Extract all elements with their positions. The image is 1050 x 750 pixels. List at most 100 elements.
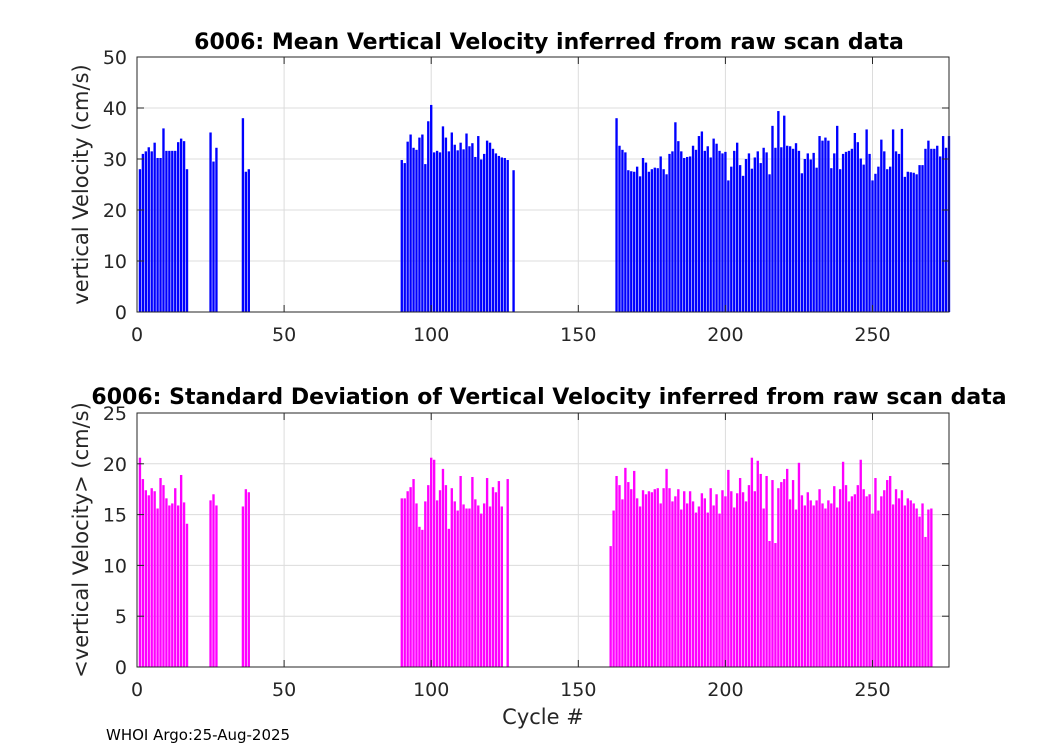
bar bbox=[738, 478, 742, 667]
x-tick-label: 50 bbox=[272, 679, 296, 701]
bar bbox=[747, 153, 751, 312]
bar bbox=[447, 151, 451, 312]
bar bbox=[833, 486, 836, 667]
bar bbox=[668, 488, 671, 667]
bar bbox=[241, 118, 245, 312]
bar bbox=[897, 498, 901, 667]
bar bbox=[165, 150, 168, 312]
bar bbox=[641, 157, 645, 312]
bar bbox=[150, 488, 153, 667]
bar bbox=[212, 161, 215, 312]
bar bbox=[406, 491, 409, 667]
bar bbox=[771, 480, 774, 667]
bar bbox=[738, 165, 742, 312]
y-tick-label: 20 bbox=[103, 454, 127, 476]
bar bbox=[635, 498, 639, 667]
bar bbox=[797, 150, 801, 312]
bar bbox=[241, 506, 245, 667]
bar bbox=[891, 504, 895, 667]
bar bbox=[715, 494, 718, 667]
bar bbox=[721, 490, 724, 667]
bar bbox=[662, 488, 665, 667]
bar bbox=[865, 496, 868, 667]
bar bbox=[809, 500, 812, 667]
bar bbox=[874, 478, 877, 667]
bar bbox=[803, 159, 807, 312]
bar bbox=[900, 128, 904, 312]
bar bbox=[791, 480, 795, 667]
bar bbox=[671, 501, 674, 667]
bar bbox=[735, 142, 739, 312]
bar bbox=[918, 165, 921, 312]
bar bbox=[459, 475, 462, 667]
bar bbox=[812, 505, 815, 667]
bar bbox=[741, 175, 745, 312]
bar bbox=[630, 489, 633, 667]
bar bbox=[900, 490, 904, 667]
bar bbox=[677, 141, 680, 312]
bar bbox=[453, 144, 456, 312]
bar bbox=[653, 167, 656, 312]
bar bbox=[656, 168, 659, 312]
bar bbox=[756, 151, 759, 312]
bar bbox=[647, 171, 651, 312]
x-tick-label: 150 bbox=[560, 679, 596, 701]
bar bbox=[409, 134, 412, 312]
bar bbox=[730, 166, 733, 312]
bar bbox=[703, 150, 706, 312]
bar bbox=[477, 505, 480, 667]
bar bbox=[418, 137, 421, 312]
bar bbox=[688, 156, 692, 312]
bar bbox=[862, 164, 865, 312]
bar bbox=[765, 475, 768, 667]
bar bbox=[871, 513, 874, 667]
bar bbox=[824, 137, 827, 312]
bar bbox=[182, 502, 186, 667]
bar bbox=[897, 153, 901, 312]
bar bbox=[662, 169, 665, 312]
bar bbox=[144, 151, 148, 312]
bar bbox=[871, 180, 874, 312]
x-tick-label: 0 bbox=[131, 324, 143, 346]
bar bbox=[815, 500, 818, 667]
bar bbox=[638, 506, 642, 667]
bar bbox=[624, 467, 627, 667]
bar bbox=[927, 509, 930, 667]
bar bbox=[506, 160, 509, 312]
bar bbox=[921, 503, 924, 667]
bar bbox=[850, 496, 854, 667]
bar bbox=[912, 503, 915, 667]
bar bbox=[400, 498, 403, 667]
y-axis-label: <vertical Velocity> (cm/s) bbox=[69, 402, 93, 678]
bar bbox=[762, 508, 765, 667]
bar bbox=[821, 140, 824, 312]
bar bbox=[724, 151, 727, 312]
bar bbox=[615, 475, 618, 667]
bar bbox=[432, 459, 436, 667]
bar bbox=[691, 501, 695, 667]
bar bbox=[488, 142, 492, 312]
bar bbox=[209, 500, 212, 667]
bar bbox=[627, 170, 630, 312]
x-tick-label: 250 bbox=[854, 679, 890, 701]
mean-velocity-chart: 0 50 100 150 200 250 0 10 20 30 40 50 6006: Mean Ver… bbox=[69, 30, 951, 346]
bar bbox=[721, 153, 724, 312]
bar bbox=[441, 468, 445, 667]
y-tick-label: 10 bbox=[103, 555, 127, 577]
bar bbox=[488, 506, 492, 667]
bar bbox=[815, 167, 818, 312]
bar bbox=[718, 513, 721, 667]
y-tick-label: 15 bbox=[103, 505, 127, 527]
bar bbox=[674, 496, 677, 667]
x-tick-label: 200 bbox=[707, 324, 743, 346]
bar bbox=[691, 145, 695, 312]
bar bbox=[735, 493, 739, 667]
x-tick-label: 100 bbox=[413, 679, 449, 701]
bar bbox=[944, 147, 948, 312]
bar bbox=[618, 485, 621, 667]
bar bbox=[482, 503, 486, 667]
bar bbox=[750, 457, 754, 667]
bar bbox=[485, 478, 489, 667]
bar bbox=[182, 141, 186, 312]
